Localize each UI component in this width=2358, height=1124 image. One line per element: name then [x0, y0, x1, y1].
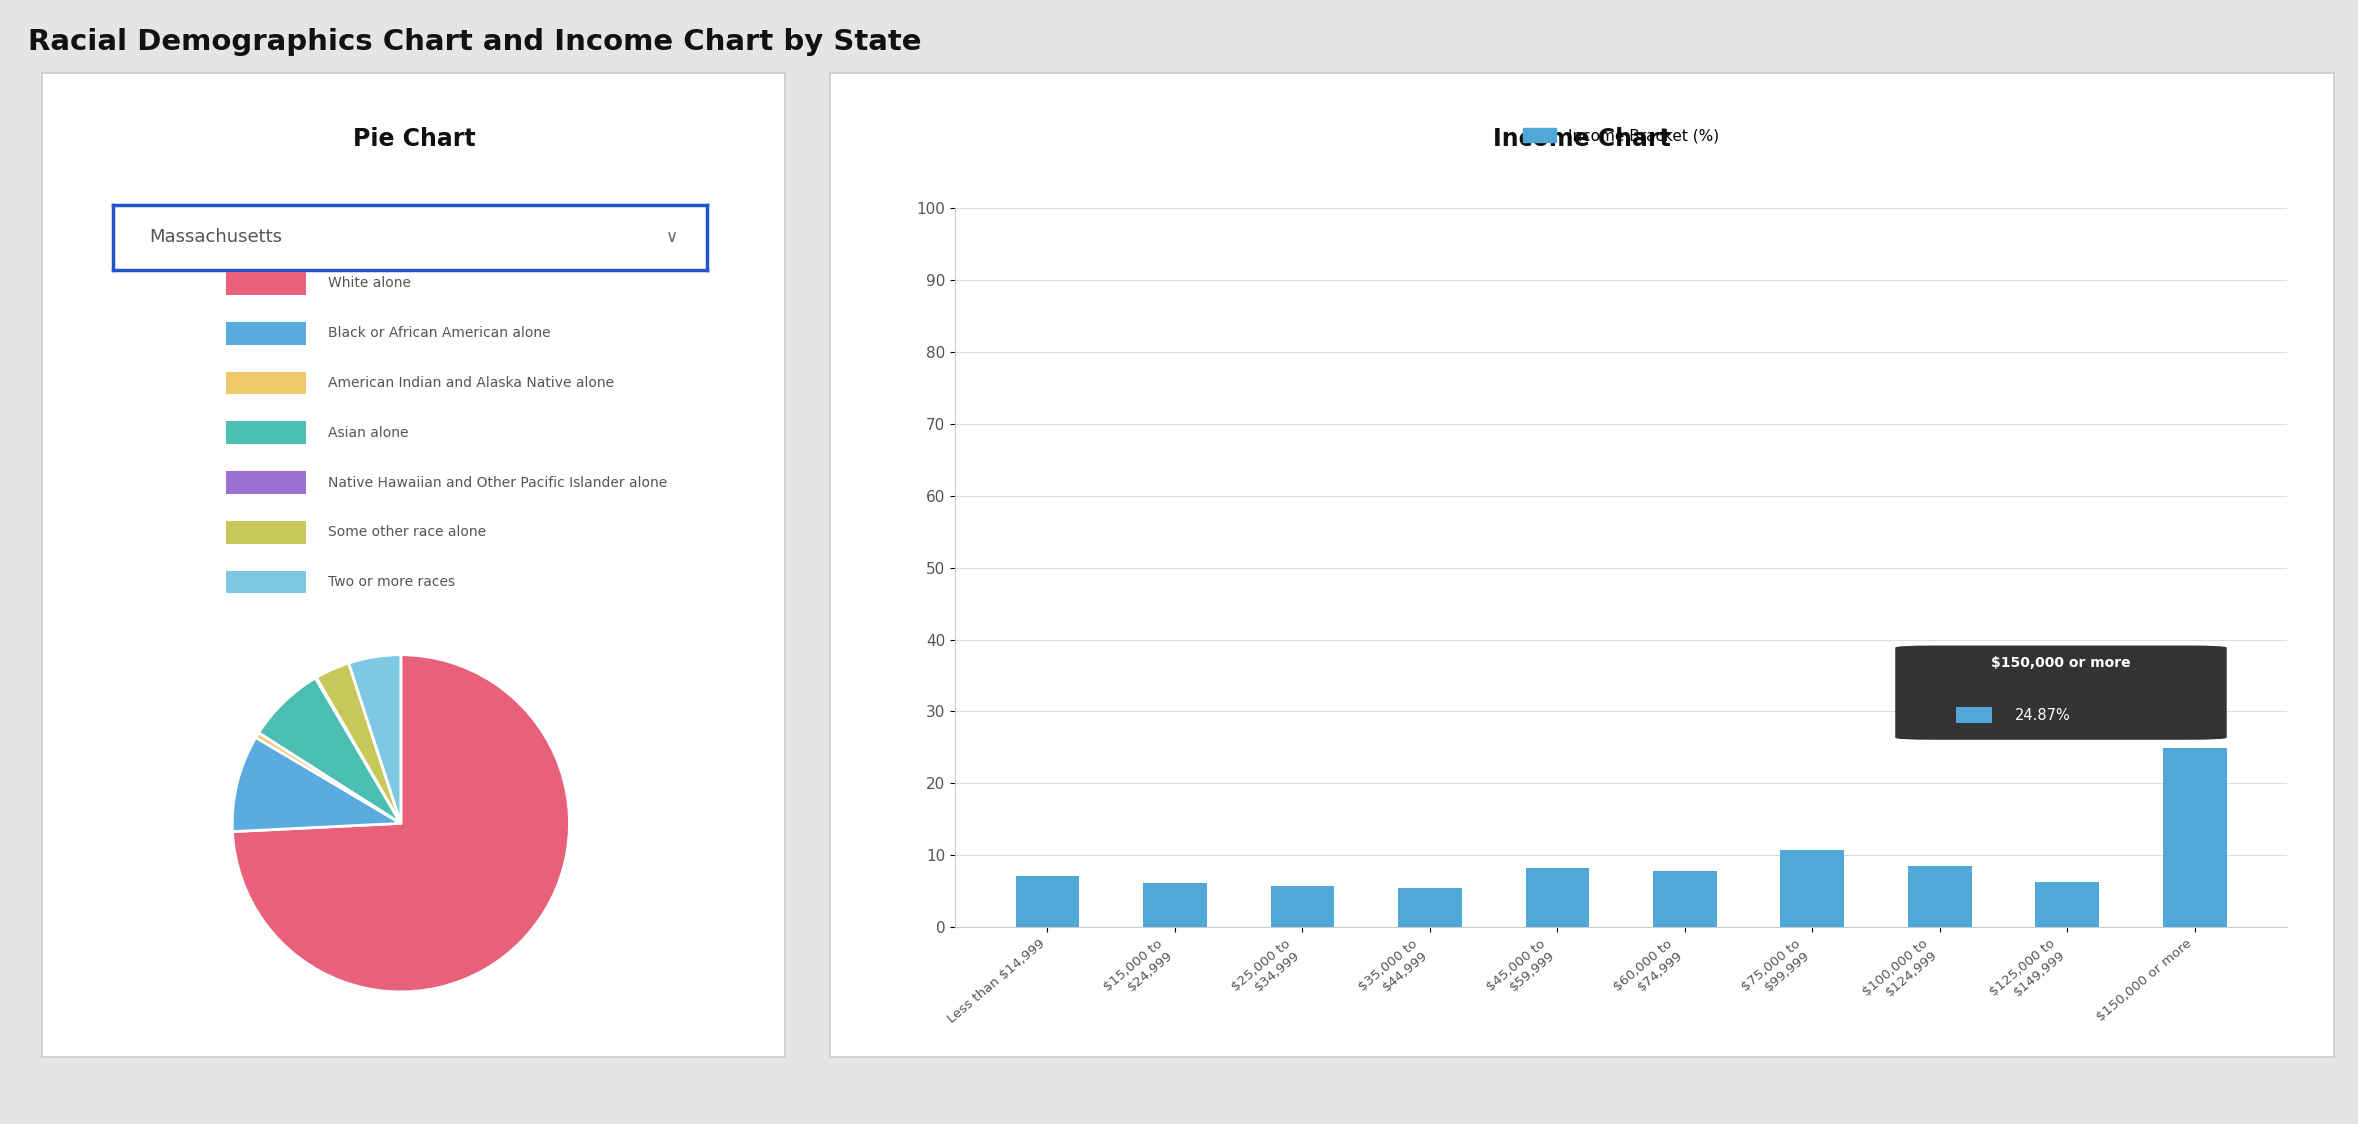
Text: Some other race alone: Some other race alone [328, 525, 486, 540]
Text: Massachusetts: Massachusetts [149, 228, 283, 246]
Text: Racial Demographics Chart and Income Chart by State: Racial Demographics Chart and Income Cha… [28, 28, 922, 56]
Wedge shape [231, 737, 401, 832]
Text: 24.87%: 24.87% [2016, 708, 2070, 723]
FancyBboxPatch shape [226, 571, 307, 593]
Bar [1526, 869, 1589, 927]
Text: ∨: ∨ [665, 228, 677, 246]
Wedge shape [255, 733, 401, 823]
Bar [1271, 886, 1335, 927]
Bar [1398, 888, 1462, 927]
FancyBboxPatch shape [226, 471, 307, 493]
Text: American Indian and Alaska Native alone: American Indian and Alaska Native alone [328, 375, 613, 390]
Text: Two or more races: Two or more races [328, 575, 455, 589]
Text: Pie Chart: Pie Chart [351, 127, 476, 151]
FancyBboxPatch shape [1896, 645, 2226, 740]
Bar [2162, 749, 2226, 927]
Wedge shape [349, 654, 401, 823]
FancyBboxPatch shape [226, 372, 307, 395]
Bar [1144, 883, 1207, 927]
Wedge shape [259, 678, 401, 823]
FancyBboxPatch shape [226, 321, 307, 345]
Bar [1908, 867, 1971, 927]
Bar [1780, 850, 1844, 927]
FancyBboxPatch shape [226, 422, 307, 444]
FancyBboxPatch shape [226, 272, 307, 294]
Text: $150,000 or more: $150,000 or more [1990, 656, 2132, 670]
Wedge shape [233, 654, 571, 991]
Text: White alone: White alone [328, 277, 410, 290]
FancyBboxPatch shape [1957, 707, 1993, 723]
Text: Asian alone: Asian alone [328, 426, 408, 439]
Text: Income Chart: Income Chart [1493, 127, 1672, 151]
Text: Native Hawaiian and Other Pacific Islander alone: Native Hawaiian and Other Pacific Island… [328, 475, 667, 490]
Legend: Income Bracket (%): Income Bracket (%) [1516, 123, 1726, 149]
Bar [1653, 871, 1717, 927]
FancyBboxPatch shape [226, 520, 307, 544]
Bar [1016, 876, 1080, 927]
Wedge shape [316, 678, 401, 823]
Wedge shape [316, 663, 401, 823]
Bar [2035, 882, 2099, 927]
Text: Black or African American alone: Black or African American alone [328, 326, 549, 341]
